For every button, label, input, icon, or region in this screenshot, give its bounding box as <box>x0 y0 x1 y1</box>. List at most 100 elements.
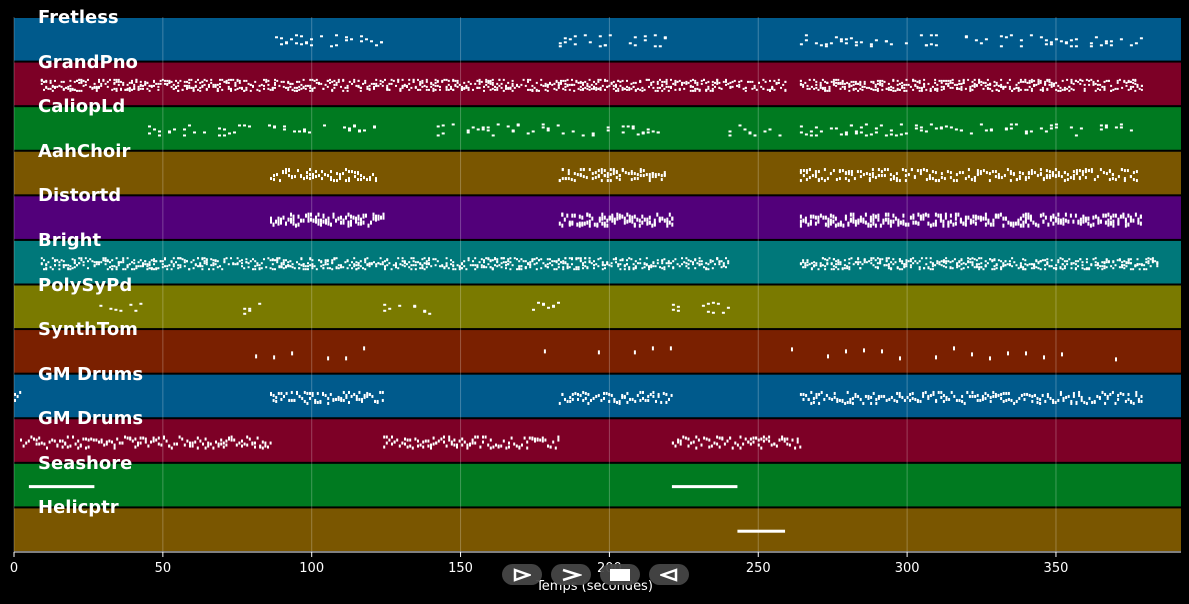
note <box>1099 128 1103 131</box>
note <box>494 257 496 260</box>
note <box>639 88 642 91</box>
note <box>832 78 835 81</box>
note <box>1099 168 1102 172</box>
note <box>100 440 103 444</box>
note <box>588 88 591 91</box>
note <box>303 177 305 181</box>
note <box>1033 263 1036 266</box>
note <box>1043 355 1045 360</box>
note <box>1115 357 1117 362</box>
note <box>1011 257 1014 260</box>
note <box>1049 124 1053 127</box>
note <box>861 88 864 91</box>
note <box>322 264 325 267</box>
stop-button[interactable] <box>600 564 640 585</box>
note <box>760 437 763 441</box>
note <box>1112 267 1115 270</box>
note <box>219 265 221 268</box>
note <box>273 174 275 178</box>
note <box>824 268 827 271</box>
note <box>583 221 586 226</box>
note <box>650 83 653 86</box>
note <box>189 441 191 445</box>
note <box>150 84 153 87</box>
note <box>288 168 290 172</box>
note <box>648 268 650 271</box>
note <box>217 442 220 446</box>
note <box>452 265 455 268</box>
note <box>994 175 997 179</box>
note <box>142 262 144 265</box>
note <box>439 265 441 268</box>
note <box>538 259 540 262</box>
note <box>208 85 210 88</box>
note <box>243 267 246 270</box>
note <box>631 397 634 401</box>
rewind-button[interactable] <box>649 564 689 585</box>
note <box>652 86 655 89</box>
note <box>283 394 285 398</box>
note <box>879 258 882 261</box>
note <box>616 212 619 217</box>
note <box>791 347 793 352</box>
note <box>357 85 360 88</box>
note <box>551 260 554 263</box>
note <box>73 80 76 83</box>
note <box>969 218 972 223</box>
note <box>826 259 829 262</box>
play-button[interactable] <box>502 564 542 585</box>
note <box>716 78 719 81</box>
note <box>1110 89 1113 92</box>
fast-forward-button[interactable] <box>551 564 591 585</box>
note <box>928 177 931 181</box>
note <box>703 266 705 269</box>
note <box>773 88 776 91</box>
note <box>612 168 615 172</box>
note <box>516 258 518 261</box>
note <box>500 262 503 265</box>
note <box>823 397 826 401</box>
note <box>489 80 492 83</box>
note <box>1078 176 1081 180</box>
note <box>395 266 397 269</box>
note <box>905 89 908 92</box>
note <box>485 266 488 269</box>
note <box>978 81 981 84</box>
note <box>1042 219 1045 224</box>
note <box>731 85 734 88</box>
note <box>579 257 582 260</box>
note <box>534 437 536 441</box>
note <box>117 80 120 83</box>
note <box>386 84 389 87</box>
note <box>1033 267 1036 270</box>
note <box>1013 401 1016 405</box>
note <box>1134 78 1137 81</box>
note <box>267 87 270 90</box>
note <box>973 266 976 269</box>
note <box>881 88 884 91</box>
note <box>375 265 378 268</box>
note <box>166 268 169 271</box>
note <box>1034 222 1037 227</box>
note <box>357 267 360 270</box>
note <box>443 435 445 439</box>
note <box>738 83 741 86</box>
note <box>600 168 603 172</box>
note <box>982 169 985 173</box>
note <box>350 394 353 398</box>
note <box>832 169 835 173</box>
note <box>874 266 877 269</box>
note <box>604 79 606 82</box>
note <box>205 88 208 91</box>
note <box>496 258 499 261</box>
note <box>320 218 322 223</box>
note <box>713 441 716 445</box>
note <box>93 261 96 264</box>
note <box>923 85 926 88</box>
note <box>1019 88 1022 91</box>
note <box>390 82 393 85</box>
note <box>753 134 757 137</box>
note <box>645 263 648 266</box>
note <box>194 263 197 266</box>
note <box>689 79 692 82</box>
